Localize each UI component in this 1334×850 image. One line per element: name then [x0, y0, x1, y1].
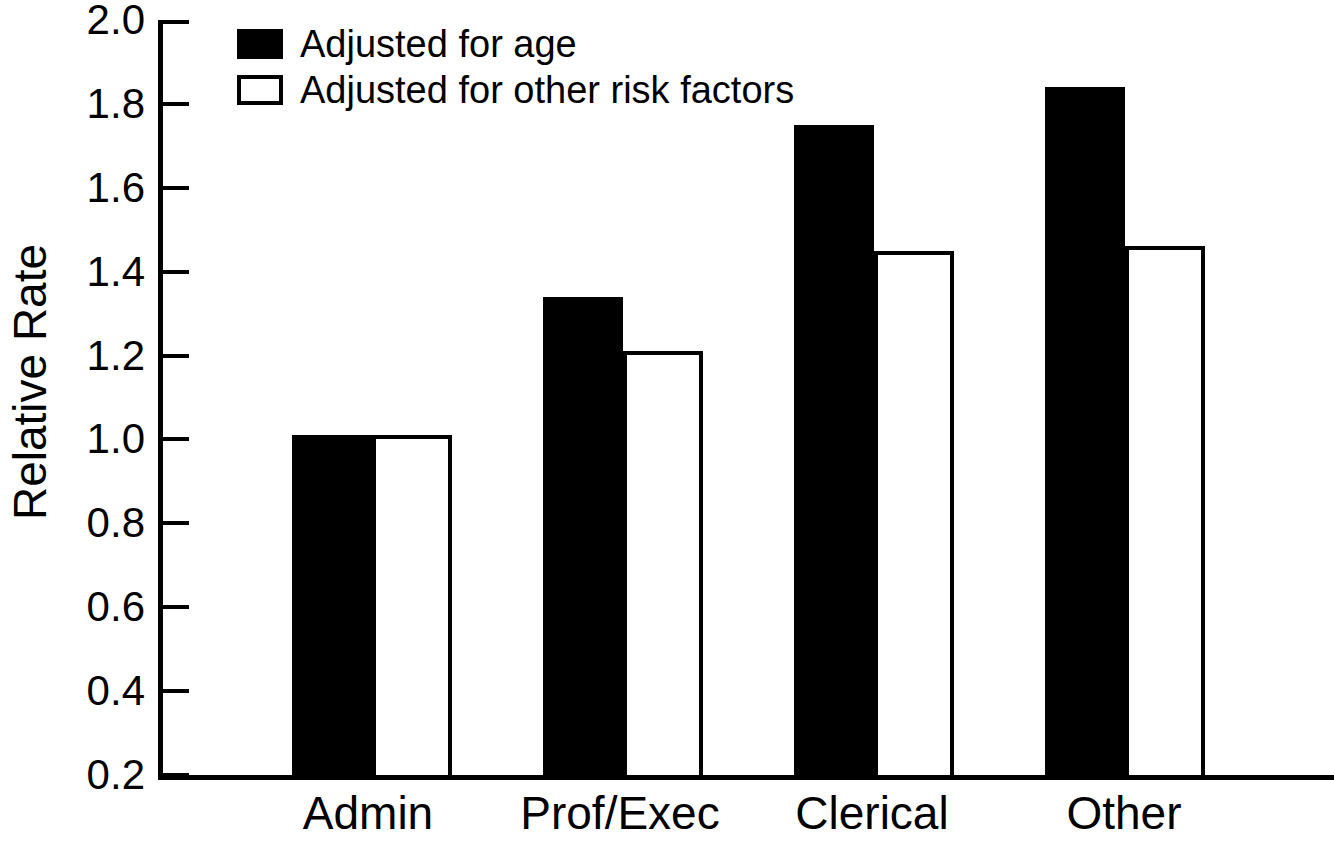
y-tick-label: 1.0: [0, 418, 145, 460]
x-axis-label-clerical: Clerical: [746, 788, 998, 838]
bar-black-clerical: [794, 125, 874, 775]
bar-white-other: [1125, 246, 1205, 775]
bar-white-admin: [372, 435, 452, 775]
chart: Relative Rate 2.01.81.61.41.21.00.80.60.…: [0, 0, 1334, 850]
y-tick-label: 0.6: [0, 586, 145, 628]
legend-item-adjusted-for-other-risk-factors: Adjusted for other risk factors: [237, 71, 794, 109]
y-tick-label: 1.4: [0, 251, 145, 293]
y-tick-label: 1.2: [0, 335, 145, 377]
x-axis-labels: AdminProf/ExecClericalOther: [158, 788, 1334, 838]
x-axis-label-prof-exec: Prof/Exec: [494, 788, 746, 838]
bar-black-admin: [292, 435, 372, 775]
y-tick-label: 0.8: [0, 502, 145, 544]
y-tick-label: 0.4: [0, 670, 145, 712]
x-axis-label-other: Other: [998, 788, 1250, 838]
y-tick-label: 1.8: [0, 83, 145, 125]
legend-label: Adjusted for other risk factors: [300, 71, 794, 109]
y-tick-label: 0.2: [0, 754, 145, 796]
bar-black-other: [1045, 87, 1125, 775]
legend-item-adjusted-for-age: Adjusted for age: [237, 25, 794, 63]
bar-group-admin: [247, 20, 498, 775]
bars-container: [163, 20, 1334, 775]
legend: Adjusted for age Adjusted for other risk…: [237, 25, 794, 117]
plot-area: [158, 20, 1334, 780]
bar-group-other: [999, 20, 1250, 775]
legend-swatch-black: [237, 29, 283, 59]
bar-group-clerical: [749, 20, 1000, 775]
legend-swatch-white: [237, 75, 283, 105]
bar-group-prof-exec: [498, 20, 749, 775]
bar-black-prof-exec: [543, 297, 623, 775]
y-tick-label: 2.0: [0, 0, 145, 41]
y-tick-label: 1.6: [0, 167, 145, 209]
bar-white-clerical: [874, 251, 954, 775]
legend-label: Adjusted for age: [300, 25, 577, 63]
bar-white-prof-exec: [623, 351, 703, 775]
x-axis-label-admin: Admin: [242, 788, 494, 838]
